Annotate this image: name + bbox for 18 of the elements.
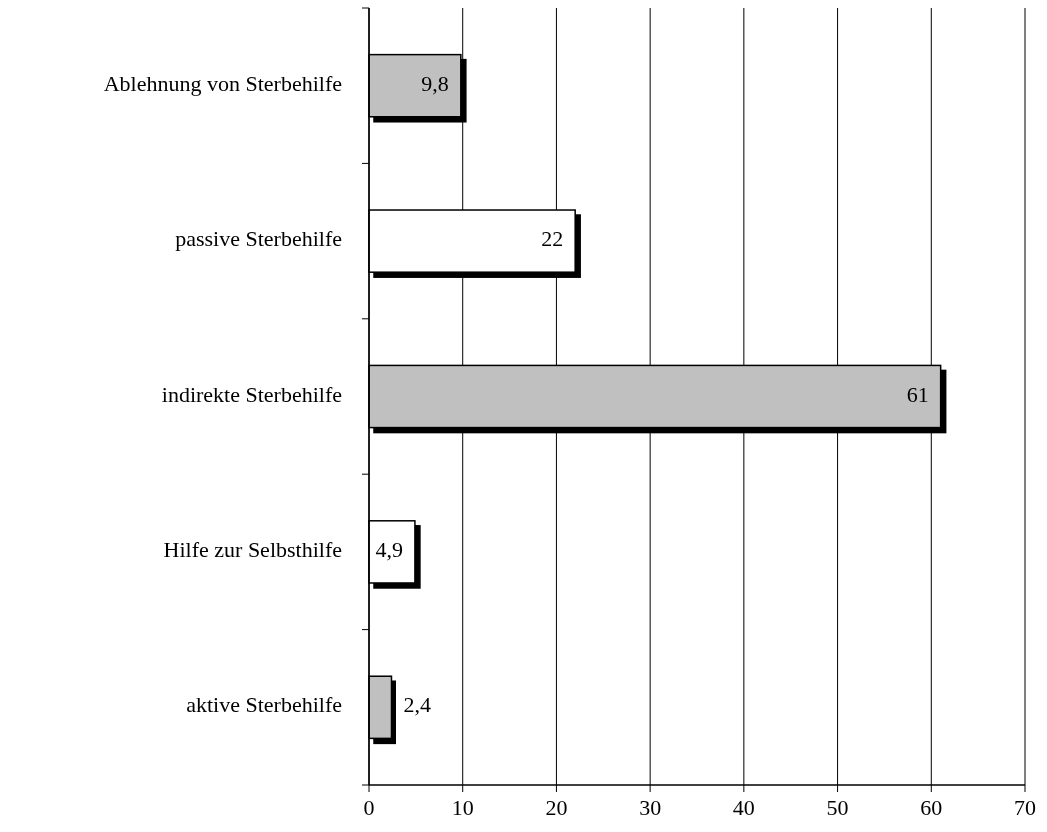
- y-tick-label: passive Sterbehilfe: [175, 226, 342, 252]
- data-label: 4,9: [375, 536, 403, 562]
- y-tick-label: indirekte Sterbehilfe: [161, 381, 342, 407]
- y-tick-label: aktive Sterbehilfe: [186, 692, 342, 718]
- x-tick-label: 20: [545, 795, 568, 820]
- x-tick-label: 60: [920, 795, 943, 820]
- x-tick-label: 70: [1014, 795, 1036, 820]
- data-label: 9,8: [421, 70, 449, 96]
- data-label: 61: [906, 381, 929, 407]
- data-label: 2,4: [403, 692, 431, 718]
- y-tick-label: Ablehnung von Sterbehilfe: [103, 70, 342, 96]
- data-label: 22: [541, 226, 564, 252]
- x-tick-label: 30: [639, 795, 662, 820]
- x-tick-label: 10: [451, 795, 474, 820]
- x-tick-label: 50: [826, 795, 849, 820]
- x-tick-label: 0: [363, 795, 375, 820]
- x-tick-label: 40: [732, 795, 755, 820]
- y-tick-label: Hilfe zur Selbsthilfe: [163, 536, 342, 562]
